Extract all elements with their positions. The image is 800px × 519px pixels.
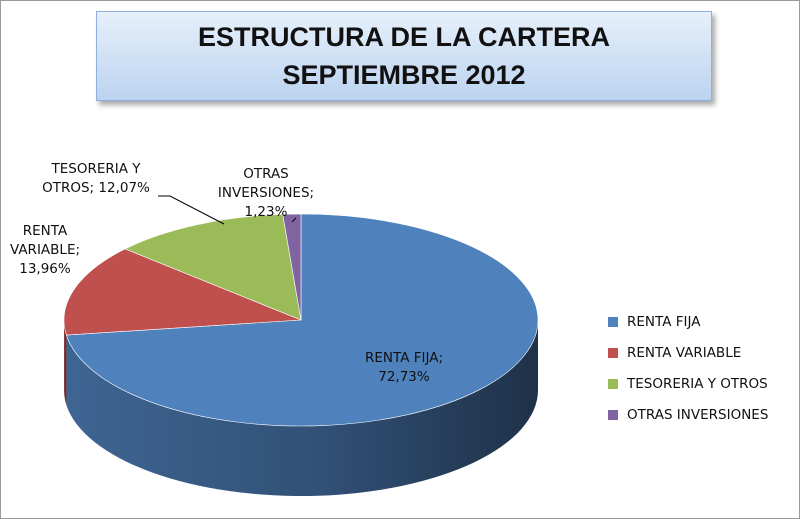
data-label-line: RENTA FIJA;	[364, 350, 443, 366]
legend-swatch	[608, 409, 618, 420]
data-label-line: 1,23%	[244, 204, 288, 220]
data-label-line: INVERSIONES;	[217, 185, 315, 201]
pie-slice-renta-fija	[65, 213, 539, 427]
legend-item: TESORERIA Y OTROS	[608, 368, 798, 399]
pie-top	[63, 213, 539, 427]
data-label-line: OTRAS	[243, 166, 289, 182]
pie-slice-otras-inversiones	[282, 213, 302, 321]
legend-swatch	[608, 316, 618, 327]
data-label-renta-variable: RENTA VARIABLE; 13,96%	[2, 222, 88, 279]
leader-lines	[158, 195, 297, 225]
legend: RENTA FIJA RENTA VARIABLE TESORERIA Y OT…	[608, 306, 798, 430]
data-label-line: OTROS; 12,07%	[42, 180, 150, 196]
data-label-otras-inversiones: OTRAS INVERSIONES; 1,23%	[210, 165, 322, 222]
data-label-line: VARIABLE;	[9, 242, 81, 258]
legend-item: RENTA VARIABLE	[608, 337, 798, 368]
chart-title-box: ESTRUCTURA DE LA CARTERA SEPTIEMBRE 2012	[96, 11, 712, 101]
chart-title: ESTRUCTURA DE LA CARTERA SEPTIEMBRE 2012	[198, 22, 610, 90]
pie-side-renta-variable	[64, 320, 67, 406]
legend-label: OTRAS INVERSIONES	[627, 406, 769, 423]
data-label-line: TESORERIA Y	[51, 161, 141, 177]
data-label-line: RENTA	[22, 223, 68, 239]
legend-label: RENTA FIJA	[627, 313, 701, 330]
legend-swatch	[608, 347, 618, 358]
legend-item: OTRAS INVERSIONES	[608, 399, 798, 430]
data-label-line: 72,73%	[378, 369, 430, 385]
pie-slice-renta-variable	[63, 248, 302, 336]
pie-slice-tesoreria-y-otros	[124, 214, 302, 321]
pie-side-renta-fija	[66, 320, 538, 497]
data-label-tesoreria: TESORERIA Y OTROS; 12,07%	[30, 160, 162, 198]
data-label-renta-fija: RENTA FIJA; 72,73%	[344, 349, 464, 387]
legend-label: TESORERIA Y OTROS	[627, 375, 768, 392]
leader-line-tesoreria	[158, 195, 225, 225]
data-label-line: 13,96%	[19, 261, 71, 277]
pie-sides	[64, 320, 538, 497]
legend-label: RENTA VARIABLE	[627, 344, 742, 361]
legend-item: RENTA FIJA	[608, 306, 798, 337]
legend-swatch	[608, 378, 618, 389]
leader-line-otras-inversiones	[291, 217, 297, 223]
